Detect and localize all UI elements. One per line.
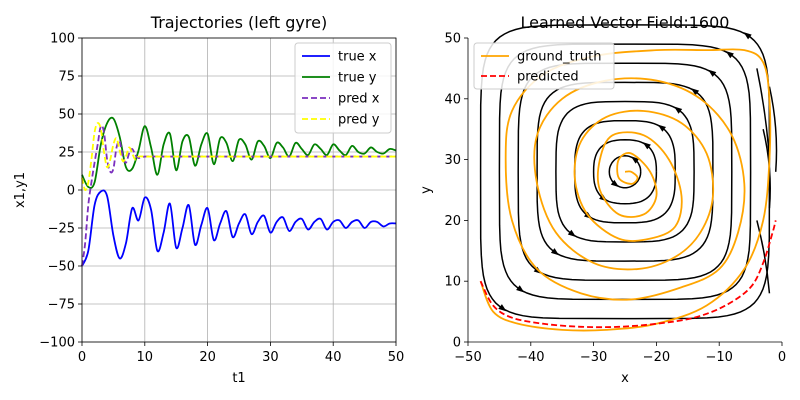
right-x-tick-label: −10 — [705, 350, 732, 365]
streamline-arrow — [690, 88, 700, 96]
streamline-arrow — [642, 142, 651, 150]
left-legend-label: pred x — [338, 92, 380, 107]
streamline — [517, 62, 733, 282]
right-legend: ground_truth predicted — [473, 42, 615, 90]
right-legend-label: predicted — [517, 70, 579, 85]
right-chart-title: Learned Vector Field:1600 — [521, 13, 730, 32]
right-x-tick-label: −50 — [454, 350, 481, 365]
right-y-tick-label: 50 — [444, 32, 461, 47]
streamline-arrow — [516, 285, 525, 293]
left-legend-label: true y — [338, 71, 377, 86]
streamline-arrow — [657, 124, 666, 132]
right-x-tick-label: −30 — [580, 350, 607, 365]
left-y-tick-label: 25 — [58, 146, 75, 161]
streamline-arrow — [631, 156, 640, 164]
right-series-predicted — [479, 220, 777, 329]
left-legend-label: true x — [338, 50, 377, 65]
left-y-tick-label: 75 — [58, 70, 75, 85]
left-y-tick-label: 50 — [58, 108, 75, 123]
streamlines — [479, 24, 778, 320]
streamline — [479, 24, 771, 320]
left-legend-label: pred y — [338, 113, 380, 128]
left-series-true-x — [81, 189, 397, 267]
right-series-ground-truth — [479, 48, 772, 332]
right-y-tick-label: 20 — [444, 214, 461, 229]
vector-field-chart: −50 −40 −30 −20 −10 0 0 10 20 30 40 50 Learned Vect… — [419, 13, 786, 386]
streamline-arrow — [550, 248, 560, 256]
streamline-arrow — [743, 32, 752, 40]
left-x-tick-label: 50 — [388, 350, 405, 365]
left-series-pred-x — [81, 124, 396, 267]
left-legend: true x true y pred x pred y — [294, 42, 392, 134]
left-y-tick-label: −100 — [39, 336, 75, 351]
left-chart-title: Trajectories (left gyre) — [150, 13, 327, 32]
right-plot-area — [479, 24, 778, 332]
left-x-tick-label: 0 — [78, 350, 86, 365]
streamline — [536, 81, 714, 262]
left-x-tick-label: 30 — [262, 350, 279, 365]
streamline — [555, 100, 695, 243]
left-series-true-y — [81, 116, 397, 189]
left-legend-box — [294, 42, 392, 134]
right-y-tick-label: 30 — [444, 153, 461, 168]
right-x-axis-label: x — [621, 371, 629, 386]
right-y-tick-label: 10 — [444, 275, 461, 290]
left-y-tick-label: 100 — [50, 32, 75, 47]
streamline-arrow — [498, 304, 507, 312]
streamline — [756, 220, 771, 294]
left-series-lines — [81, 116, 397, 267]
trajectories-chart: 0 10 20 30 40 50 −100 −75 −50 −25 0 25 50 75 100 Traje… — [13, 13, 404, 386]
streamline — [768, 86, 778, 172]
streamline-arrow — [708, 69, 717, 77]
left-y-tick-label: −25 — [48, 222, 75, 237]
right-y-axis-label: y — [419, 186, 434, 194]
right-legend-label: ground_truth — [517, 50, 602, 65]
right-series-lines — [479, 48, 777, 332]
right-y-tick-label: 0 — [453, 336, 461, 351]
left-x-axis-label: t1 — [232, 371, 245, 386]
right-x-tick-label: −20 — [643, 350, 670, 365]
left-y-axis-label: x1,y1 — [13, 172, 28, 208]
left-x-tick-label: 10 — [137, 350, 154, 365]
left-series-pred-y — [81, 122, 396, 191]
left-y-tick-label: −50 — [48, 260, 75, 275]
left-ticks: 0 10 20 30 40 50 −100 −75 −50 −25 0 25 50 75 100 — [39, 32, 404, 366]
streamline-arrow — [567, 229, 576, 238]
right-ticks: −50 −40 −30 −20 −10 0 0 10 20 30 40 50 — [444, 32, 786, 366]
right-x-tick-label: 0 — [778, 350, 786, 365]
right-y-tick-label: 40 — [444, 92, 461, 107]
left-y-tick-label: −75 — [48, 298, 75, 313]
right-legend-box — [473, 42, 615, 90]
streamline-arrow — [610, 179, 619, 188]
streamline — [756, 68, 771, 160]
streamline-arrow — [725, 50, 734, 59]
streamline-arrow — [674, 106, 683, 114]
left-y-tick-label: 0 — [67, 184, 75, 199]
left-x-tick-label: 20 — [199, 350, 216, 365]
left-x-tick-label: 40 — [325, 350, 342, 365]
right-x-tick-label: −40 — [517, 350, 544, 365]
